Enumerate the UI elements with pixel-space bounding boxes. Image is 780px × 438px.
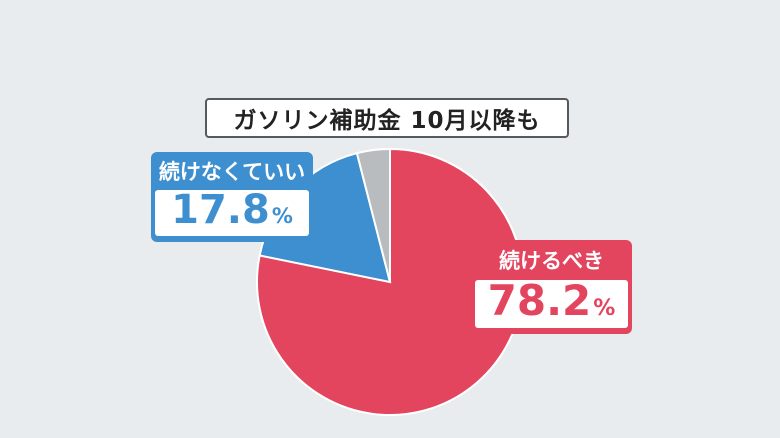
callout-blue-label: 続けなくていい: [158, 160, 306, 184]
callout-blue-percent: %: [271, 204, 293, 228]
pie-slice-continue: [256, 147, 524, 416]
pie-slices: [256, 147, 524, 416]
pie-slice-other: [355, 147, 391, 283]
callout-red-value: 78.2%: [475, 280, 628, 328]
callout-blue-number: 17.8: [171, 187, 270, 233]
callout-blue-value: 17.8%: [155, 190, 309, 236]
callout-red: 続けるべき 78.2%: [471, 240, 632, 334]
callout-blue: 続けなくていい 17.8%: [151, 152, 313, 242]
callout-red-number: 78.2: [487, 276, 592, 325]
chart-title: ガソリン補助金 10月以降も: [205, 98, 569, 138]
callout-red-percent: %: [593, 296, 616, 321]
callout-red-label: 続けるべき: [499, 249, 604, 273]
